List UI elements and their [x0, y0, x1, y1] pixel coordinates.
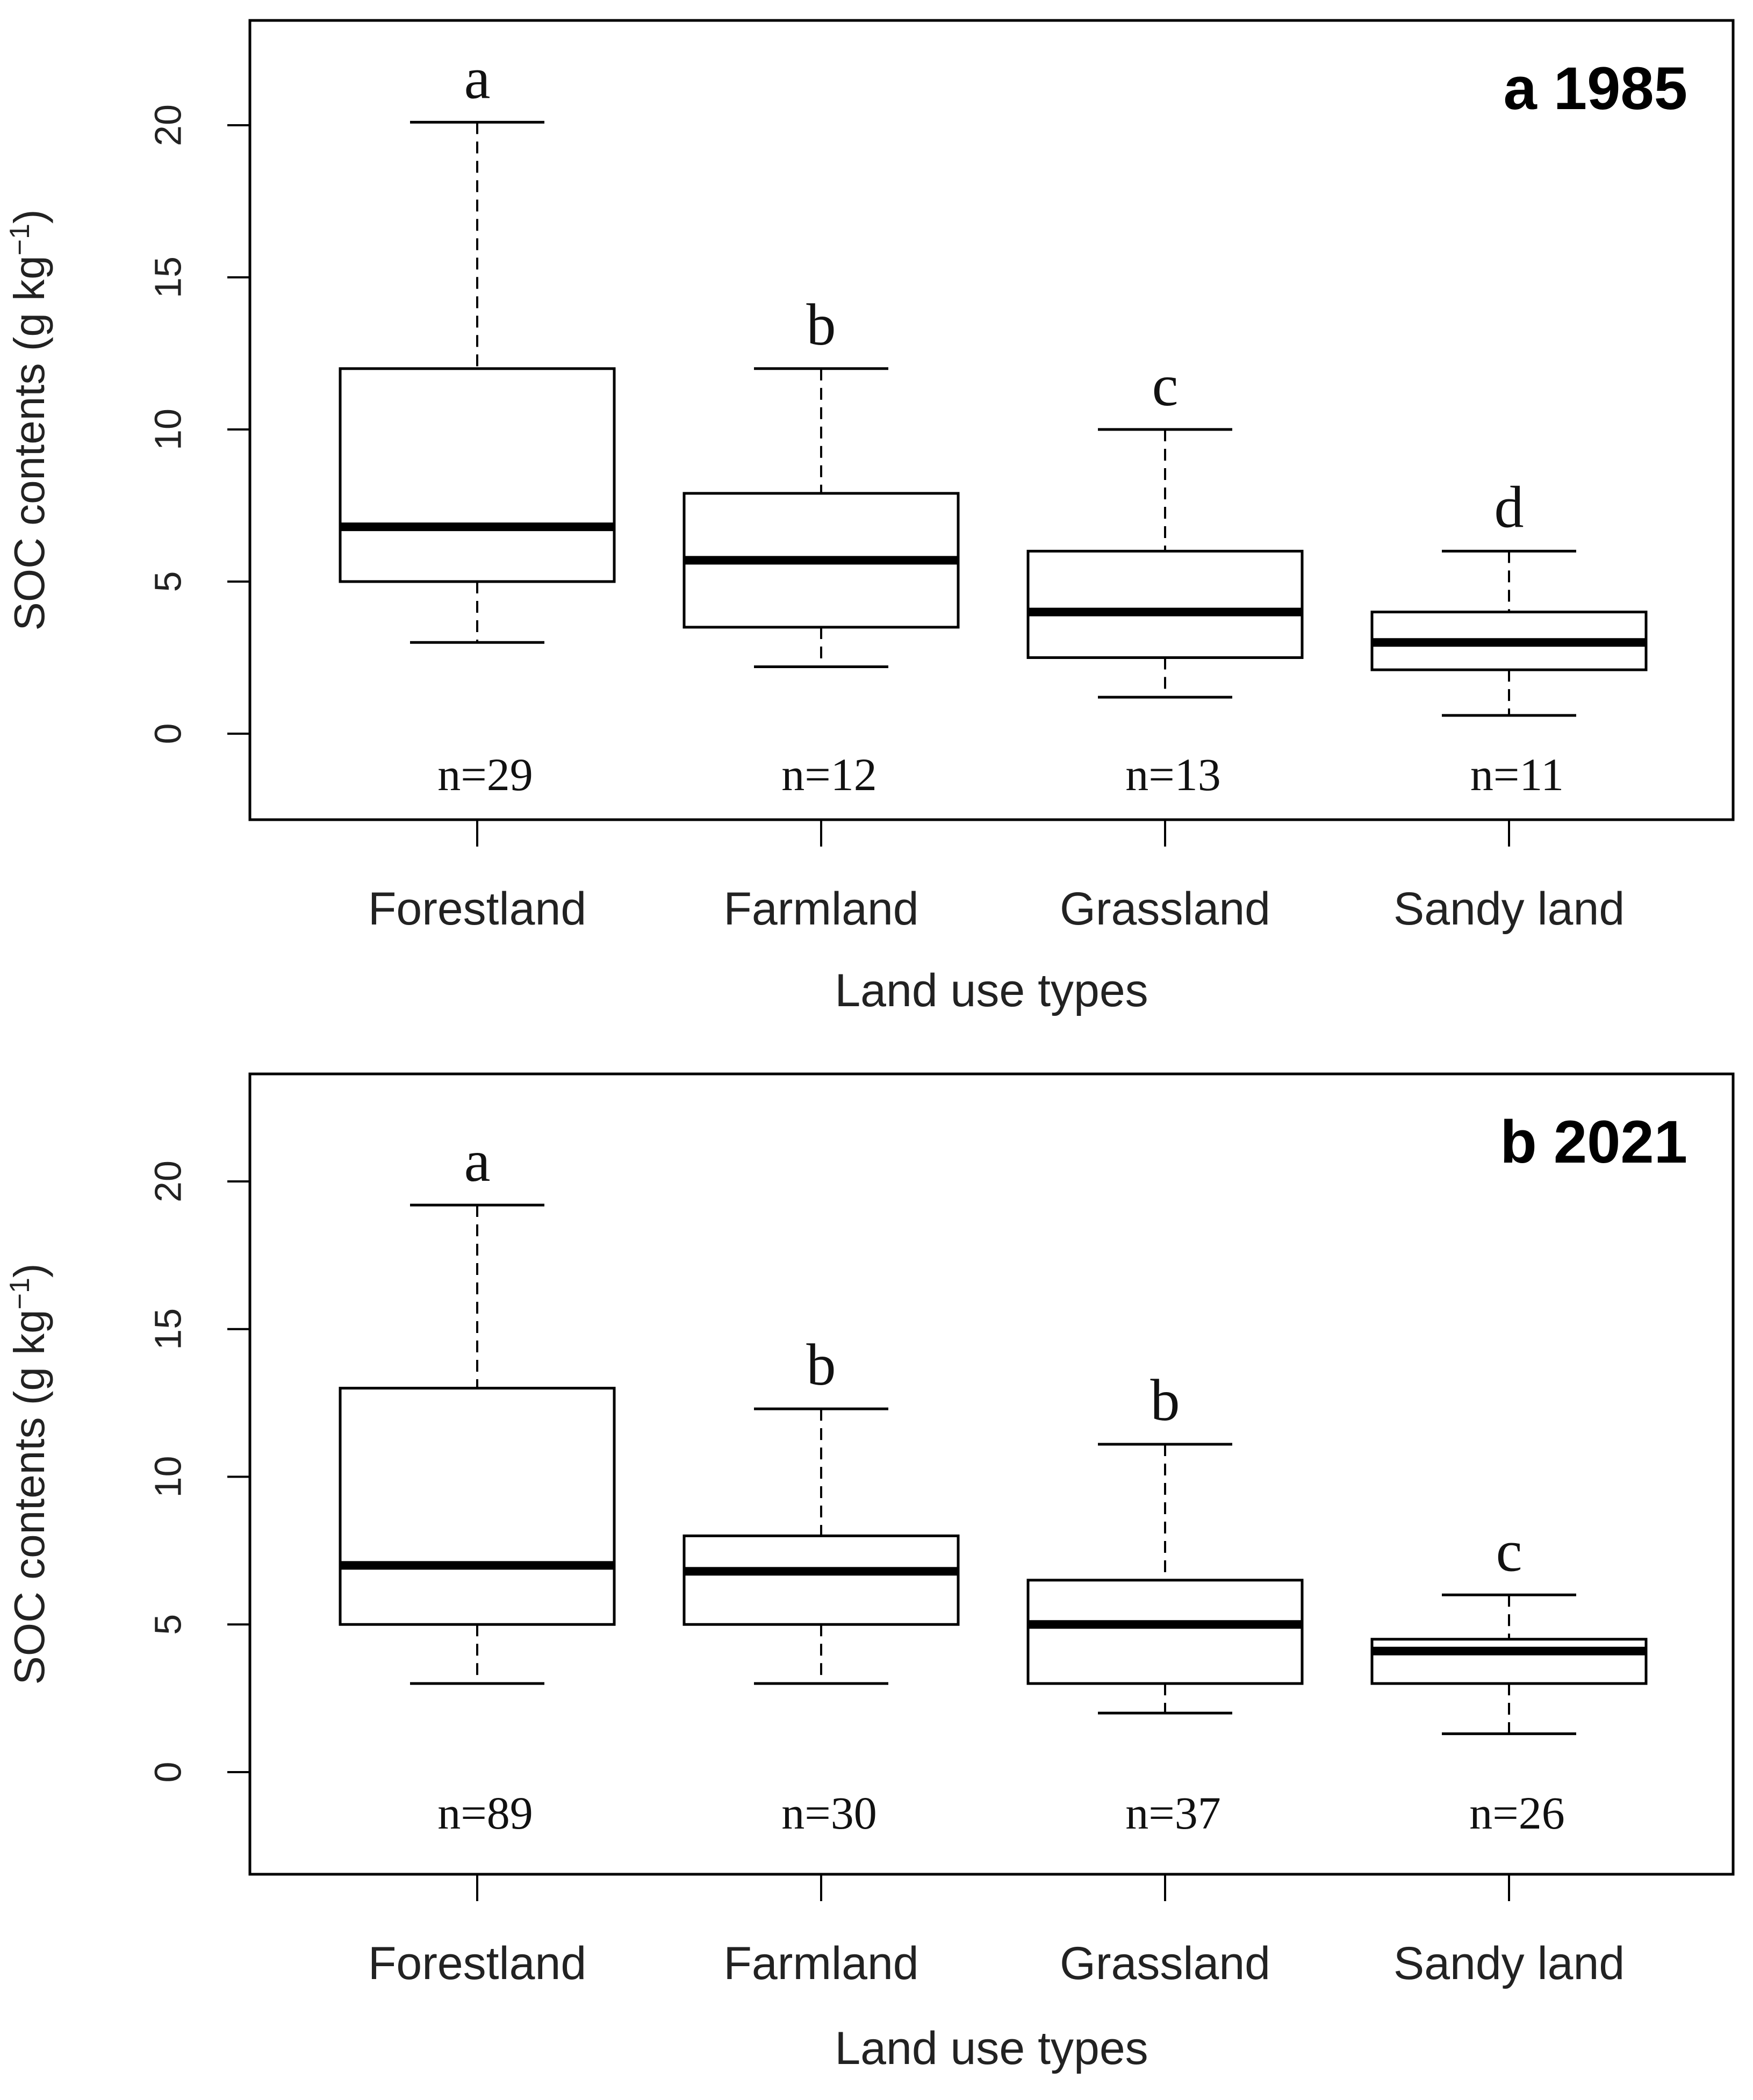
iqr-box	[1370, 1638, 1648, 1685]
box-group-forestland: a n=89	[339, 1128, 616, 1839]
plot-frame	[248, 19, 1735, 821]
x-axis-label: Land use types	[835, 2023, 1148, 2074]
sample-size-label: n=12	[781, 749, 877, 800]
y-tick-label: 15	[147, 1308, 189, 1350]
y-axis-label: SOC contents (g kg−1)	[4, 1263, 53, 1685]
y-tick-label: 10	[147, 1456, 189, 1498]
box-group-forestland: a n=29	[339, 45, 616, 800]
significance-letter: b	[807, 292, 836, 357]
iqr-box	[1026, 1579, 1304, 1685]
x-tick-label: Sandy land	[1393, 883, 1625, 935]
box-group-sandy-land: c n=26	[1370, 1518, 1648, 1839]
sample-size-label: n=37	[1125, 1787, 1221, 1839]
x-tick-label: Grassland	[1060, 1938, 1270, 1989]
significance-letter: b	[1151, 1367, 1180, 1433]
x-tick-label: Sandy land	[1393, 1938, 1625, 1989]
significance-letter: d	[1495, 474, 1524, 540]
box-group-farmland: b n=30	[682, 1332, 960, 1839]
panel-title: b 2021	[1500, 1108, 1687, 1176]
x-axis-label: Land use types	[835, 965, 1148, 1016]
y-tick-label: 10	[147, 408, 189, 450]
x-tick-label: Farmland	[723, 883, 918, 935]
y-axis-label-superscript: −1	[4, 224, 35, 255]
y-tick-label: 0	[147, 1762, 189, 1783]
y-tick-label: 0	[147, 723, 189, 744]
sample-size-label: n=89	[437, 1787, 533, 1839]
y-axis-label: SOC contents (g kg−1)	[4, 209, 53, 630]
sample-size-label: n=30	[781, 1787, 877, 1839]
box-group-grassland: c n=13	[1026, 353, 1304, 800]
significance-letter: a	[464, 45, 491, 111]
iqr-box	[339, 367, 616, 583]
y-tick-label: 5	[147, 1614, 189, 1635]
panel-year: 1985	[1554, 55, 1687, 122]
x-tick-label: Forestland	[368, 1938, 586, 1989]
x-tick-label: Forestland	[368, 883, 586, 935]
y-axis-label-main: SOC contents (g kg	[5, 255, 53, 630]
y-axis-label-superscript: −1	[4, 1278, 35, 1309]
y-tick-label: 5	[147, 571, 189, 592]
panel-label: a	[1503, 55, 1553, 122]
significance-letter: a	[464, 1128, 491, 1194]
iqr-box	[1026, 549, 1304, 660]
x-tick-label: Farmland	[723, 1938, 918, 1989]
significance-letter: b	[807, 1332, 836, 1397]
iqr-box	[682, 1534, 960, 1626]
y-tick-label: 20	[147, 104, 189, 146]
box-group-grassland: b n=37	[1026, 1367, 1304, 1839]
y-tick-label: 20	[147, 1160, 189, 1202]
box-group-sandy-land: d n=11	[1370, 474, 1648, 800]
iqr-box	[339, 1387, 616, 1626]
significance-letter: c	[1152, 353, 1179, 418]
y-axis-label-close: )	[5, 209, 53, 224]
sample-size-label: n=11	[1470, 749, 1564, 800]
sample-size-label: n=13	[1125, 749, 1221, 800]
y-tick-label: 15	[147, 256, 189, 298]
chart-panel-a: 0 5 10 15 20 SOC contents (g kg−1) a 1985 Fores…	[4, 19, 1735, 1016]
panel-title: a 1985	[1503, 55, 1687, 122]
x-tick-label: Grassland	[1060, 883, 1270, 935]
panel-year: 2021	[1554, 1108, 1687, 1176]
panel-label: b	[1500, 1108, 1554, 1176]
box-group-farmland: b n=12	[682, 292, 960, 800]
sample-size-label: n=26	[1469, 1787, 1565, 1839]
y-axis-label-main: SOC contents (g kg	[5, 1309, 53, 1685]
chart-panel-b: 0 5 10 15 20 SOC contents (g kg−1) b 2021 Fores…	[4, 1072, 1735, 2074]
significance-letter: c	[1496, 1518, 1522, 1583]
sample-size-label: n=29	[437, 749, 533, 800]
plot-frame	[248, 1072, 1735, 1876]
y-axis-label-close: )	[5, 1263, 53, 1278]
